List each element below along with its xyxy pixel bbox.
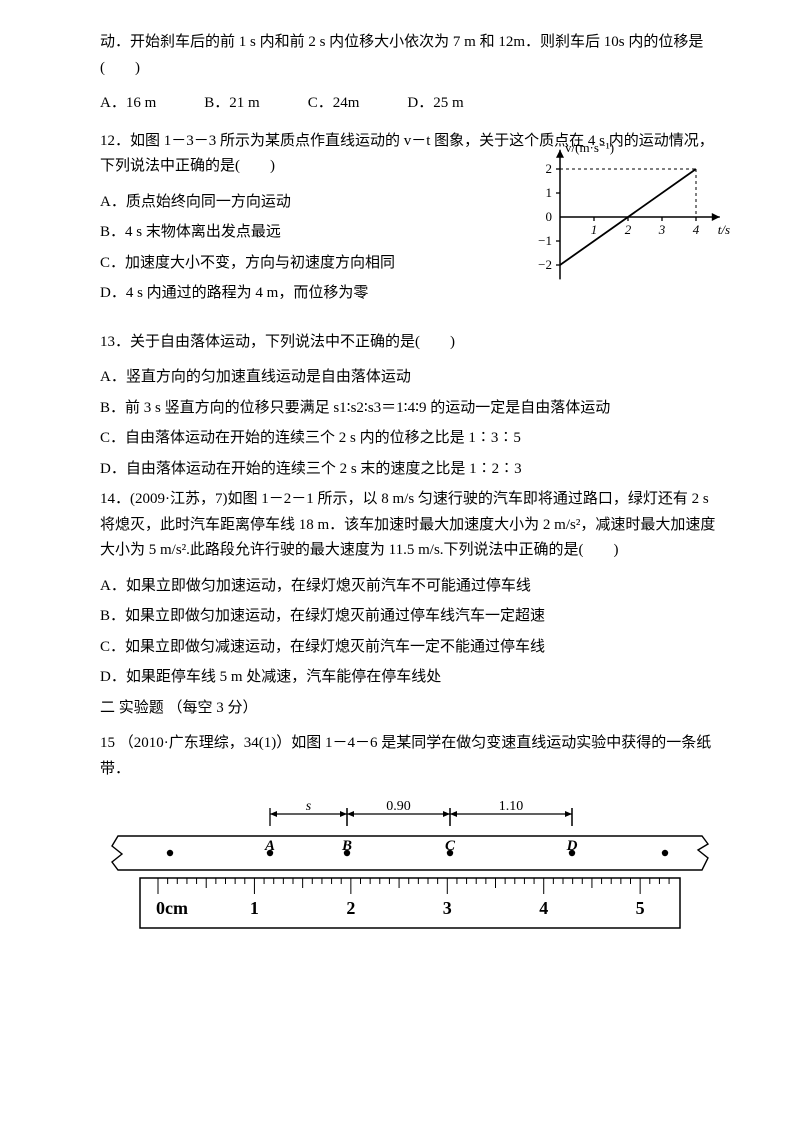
svg-text:B: B — [341, 838, 352, 854]
svg-text:5: 5 — [636, 898, 645, 918]
q12-opt-d: D．4 s 内通过的路程为 4 m，而位移为零 — [100, 281, 480, 307]
svg-text:D: D — [566, 838, 578, 854]
q14-stem: 14．(2009·江苏，7)如图 1－2－1 所示，以 8 m/s 匀速行驶的汽… — [100, 487, 720, 564]
svg-text:s: s — [306, 799, 312, 814]
q13-stem: 13．关于自由落体运动，下列说法中不正确的是( ) — [100, 330, 720, 356]
svg-text:0: 0 — [546, 209, 553, 224]
q14-opt-c: C．如果立即做匀减速运动，在绿灯熄灭前汽车一定不能通过停车线 — [100, 635, 720, 661]
svg-text:3: 3 — [658, 222, 666, 237]
q12-chart: −2 −1 1 2 0 1 2 3 4 v/(m·s⁻¹) t/s — [520, 137, 730, 297]
svg-text:t/s: t/s — [718, 222, 730, 237]
svg-text:1.10: 1.10 — [499, 799, 524, 814]
svg-text:A: A — [264, 838, 275, 854]
q13-opt-a: A．竖直方向的匀加速直线运动是自由落体运动 — [100, 365, 720, 391]
q11-continuation: 动．开始刹车后的前 1 s 内和前 2 s 内位移大小依次为 7 m 和 12m… — [100, 30, 720, 81]
q11-opt-d: D．25 m — [407, 91, 463, 117]
q13-opt-c: C．自由落体运动在开始的连续三个 2 s 内的位移之比是 1∶3∶5 — [100, 426, 720, 452]
svg-text:1: 1 — [250, 898, 259, 918]
svg-text:1: 1 — [546, 185, 553, 200]
q11-options: A．16 m B．21 m C．24m D．25 m — [100, 91, 720, 117]
svg-text:2: 2 — [625, 222, 632, 237]
svg-text:0.90: 0.90 — [386, 799, 411, 814]
svg-text:−2: −2 — [538, 257, 552, 272]
q14-opt-d: D．如果距停车线 5 m 处减速，汽车能停在停车线处 — [100, 665, 720, 691]
q11-opt-c: C．24m — [308, 91, 360, 117]
svg-text:2: 2 — [346, 898, 355, 918]
svg-text:1: 1 — [591, 222, 598, 237]
q11-opt-a: A．16 m — [100, 91, 156, 117]
q13-opt-d: D．自由落体运动在开始的连续三个 2 s 末的速度之比是 1∶2∶3 — [100, 457, 720, 483]
q13-opt-b: B．前 3 s 竖直方向的位移只要满足 s1∶s2∶s3＝1∶4∶9 的运动一定… — [100, 396, 720, 422]
q11-opt-b: B．21 m — [204, 91, 259, 117]
svg-text:C: C — [445, 838, 456, 854]
q15-stem: 15 （2010·广东理综，34(1)）如图 1－4－6 是某同学在做匀变速直线… — [100, 731, 720, 782]
svg-text:3: 3 — [443, 898, 452, 918]
q12-opt-b: B．4 s 末物体离出发点最远 — [100, 220, 480, 246]
svg-text:0cm: 0cm — [156, 898, 188, 918]
svg-text:4: 4 — [539, 898, 548, 918]
q14-opt-a: A．如果立即做匀加速运动，在绿灯熄灭前汽车不可能通过停车线 — [100, 574, 720, 600]
q15-tape-figure: A B C Ds 0.90 1.10 0cm 1 2 3 4 5 — [100, 796, 720, 946]
svg-text:2: 2 — [546, 161, 553, 176]
q12-opt-a: A．质点始终向同一方向运动 — [100, 190, 480, 216]
q12-opt-c: C．加速度大小不变，方向与初速度方向相同 — [100, 251, 480, 277]
svg-text:−1: −1 — [538, 233, 552, 248]
svg-text:v/(m·s⁻¹): v/(m·s⁻¹) — [565, 139, 614, 154]
section2-title: 二 实验题 （每空 3 分） — [100, 696, 720, 722]
q14-opt-b: B．如果立即做匀加速运动，在绿灯熄灭前通过停车线汽车一定超速 — [100, 604, 720, 630]
svg-text:4: 4 — [693, 222, 700, 237]
